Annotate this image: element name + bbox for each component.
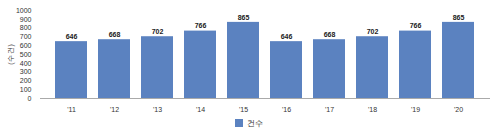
svg-text:800: 800 — [20, 24, 32, 31]
svg-text:400: 400 — [20, 60, 32, 67]
svg-text:'11: '11 — [67, 106, 76, 113]
svg-text:'16: '16 — [282, 106, 291, 113]
svg-text:'14: '14 — [196, 106, 205, 113]
svg-text:702: 702 — [152, 28, 164, 35]
svg-text:300: 300 — [20, 68, 32, 75]
svg-text:865: 865 — [238, 14, 250, 21]
svg-text:646: 646 — [66, 33, 78, 40]
svg-text:766: 766 — [410, 22, 422, 29]
svg-text:900: 900 — [20, 16, 32, 23]
svg-text:668: 668 — [324, 31, 336, 38]
svg-text:100: 100 — [20, 86, 32, 93]
svg-text:1000: 1000 — [16, 7, 32, 14]
html-text:건수: 건수 — [247, 118, 263, 128]
svg-text:(수 건): (수 건) — [7, 44, 15, 65]
svg-text:500: 500 — [20, 51, 32, 58]
svg-text:'15: '15 — [239, 106, 248, 113]
svg-text:'12: '12 — [110, 106, 119, 113]
svg-text:'19: '19 — [411, 106, 420, 113]
svg-text:702: 702 — [367, 28, 379, 35]
svg-text:'13: '13 — [153, 106, 162, 113]
svg-text:766: 766 — [195, 22, 207, 29]
svg-text:646: 646 — [281, 33, 293, 40]
svg-text:668: 668 — [109, 31, 121, 38]
svg-text:200: 200 — [20, 77, 32, 84]
svg-text:600: 600 — [20, 42, 32, 49]
svg-text:'20: '20 — [454, 106, 463, 113]
svg-text:'18: '18 — [368, 106, 377, 113]
svg-text:865: 865 — [453, 14, 465, 21]
svg-text:'17: '17 — [325, 106, 334, 113]
svg-text:0: 0 — [28, 95, 32, 102]
svg-text:700: 700 — [20, 33, 32, 40]
